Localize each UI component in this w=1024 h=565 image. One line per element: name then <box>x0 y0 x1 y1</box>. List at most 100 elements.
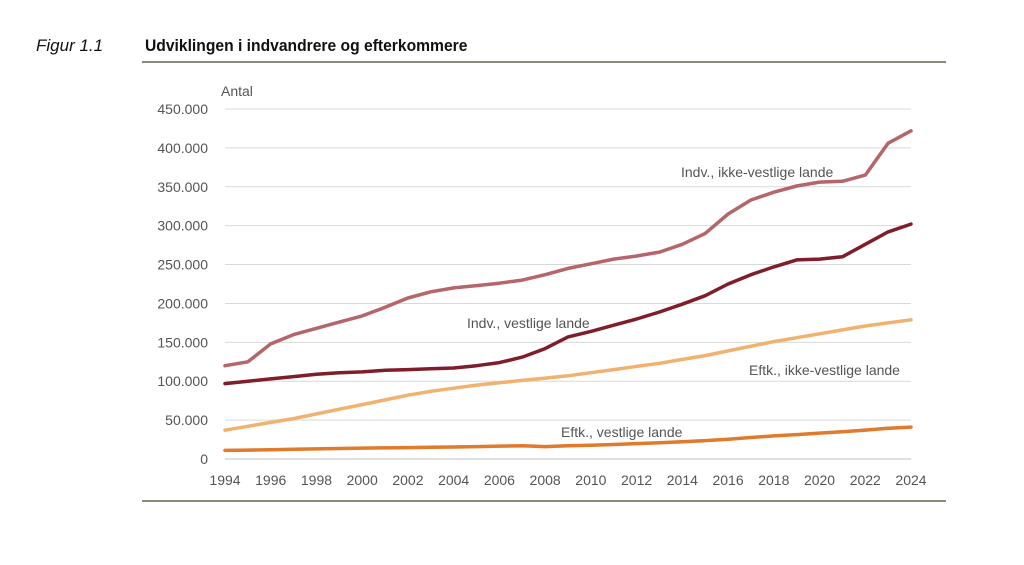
y-tick-label: 200.000 <box>157 295 208 311</box>
series-2-point <box>292 417 295 420</box>
series-0-point <box>909 129 913 133</box>
series-1-point <box>429 367 433 371</box>
series-1-point <box>566 335 570 339</box>
series-2-point <box>612 368 616 371</box>
x-tick-label: 2014 <box>667 472 698 488</box>
y-tick-label: 0 <box>200 451 208 467</box>
series-3-point <box>909 425 913 429</box>
series-3-point <box>612 443 616 446</box>
series-0-point <box>703 232 707 235</box>
series-3-point <box>520 444 524 448</box>
series-annotation: Indv., vestlige lande <box>467 315 590 331</box>
series-1-point <box>658 310 661 314</box>
series-0-point <box>429 290 433 294</box>
x-tick-label: 2024 <box>895 472 926 488</box>
series-2-point <box>726 349 730 353</box>
series-0-point <box>315 326 318 330</box>
series-1-point <box>909 222 913 226</box>
series-1-point <box>292 375 295 378</box>
series-0-point <box>841 179 844 183</box>
series-1-point <box>269 377 273 381</box>
series-1-point <box>795 258 799 262</box>
series-2-point <box>635 365 638 368</box>
series-1-point <box>589 330 593 333</box>
series-1-point <box>841 255 844 259</box>
series-3-point <box>315 447 318 451</box>
series-1-point <box>726 282 730 286</box>
series-1-point <box>498 361 501 364</box>
series-3-point <box>703 439 707 443</box>
series-2-point <box>360 403 364 406</box>
x-tick-label: 2018 <box>758 472 789 488</box>
series-1-point <box>475 364 478 368</box>
series-2-point <box>795 336 799 340</box>
series-0-point <box>589 262 593 266</box>
x-tick-label: 2000 <box>347 472 378 488</box>
series-1-point <box>818 257 821 261</box>
series-1-point <box>383 368 387 372</box>
x-tick-label: 2020 <box>804 472 835 488</box>
x-tick-label: 2006 <box>484 472 515 488</box>
series-3-point <box>406 446 410 450</box>
series-3-point <box>429 445 433 449</box>
y-tick-label: 100.000 <box>157 373 208 389</box>
series-2-point <box>589 371 593 375</box>
series-3-point <box>635 442 638 445</box>
x-tick-label: 2008 <box>530 472 561 488</box>
series-3-point <box>498 444 501 448</box>
series-2-point <box>498 381 501 385</box>
series-1-point <box>337 371 341 375</box>
series-3-point <box>360 446 364 450</box>
series-3-point <box>795 433 799 436</box>
series-1-point <box>315 372 318 376</box>
series-3-point <box>818 431 821 435</box>
series-1-point <box>406 368 410 371</box>
series-0-point <box>863 173 867 177</box>
y-tick-label: 450.000 <box>157 101 208 117</box>
x-tick-label: 2012 <box>621 472 652 488</box>
series-2-point <box>703 354 707 357</box>
series-3-point <box>841 430 844 434</box>
series-0-point <box>680 242 684 246</box>
series-0-point <box>749 198 753 202</box>
series-3-point <box>680 440 684 444</box>
y-axis-title: Antal <box>221 83 253 99</box>
series-1-point <box>703 294 707 298</box>
y-tick-label: 50.000 <box>165 412 208 428</box>
series-2-point <box>818 332 821 336</box>
series-0-point <box>658 250 661 254</box>
series-3-point <box>452 445 456 449</box>
series-0-point <box>475 284 478 287</box>
series-3-point <box>566 444 570 448</box>
series-2-point <box>383 398 387 402</box>
series-2-point <box>475 383 478 387</box>
series-0-point <box>520 278 524 282</box>
series-2-point <box>337 407 341 411</box>
series-2-point <box>841 328 844 332</box>
series-2-point <box>658 361 661 365</box>
series-1-point <box>635 317 638 321</box>
series-2-point <box>749 344 753 348</box>
series-1-point <box>543 347 547 350</box>
series-1-point <box>612 323 616 327</box>
series-2-point <box>566 374 570 378</box>
x-tick-label: 2016 <box>712 472 743 488</box>
series-3-point <box>772 434 776 438</box>
series-2-point <box>863 324 867 328</box>
series-0-point <box>612 257 616 261</box>
series-3-point <box>886 426 890 430</box>
y-tick-label: 300.000 <box>157 218 208 234</box>
y-tick-label: 350.000 <box>157 179 208 195</box>
series-0-point <box>543 273 547 277</box>
y-tick-label: 250.000 <box>157 257 208 273</box>
series-1-point <box>886 230 890 234</box>
series-1-point <box>680 302 684 306</box>
series-3-point <box>269 448 273 452</box>
series-3-point <box>863 428 867 432</box>
series-annotation: Eftk., ikke-vestlige lande <box>749 362 900 378</box>
series-0-point <box>223 364 227 368</box>
series-1-point <box>863 242 867 246</box>
series-0-point <box>886 141 890 145</box>
series-0-point <box>383 305 387 309</box>
